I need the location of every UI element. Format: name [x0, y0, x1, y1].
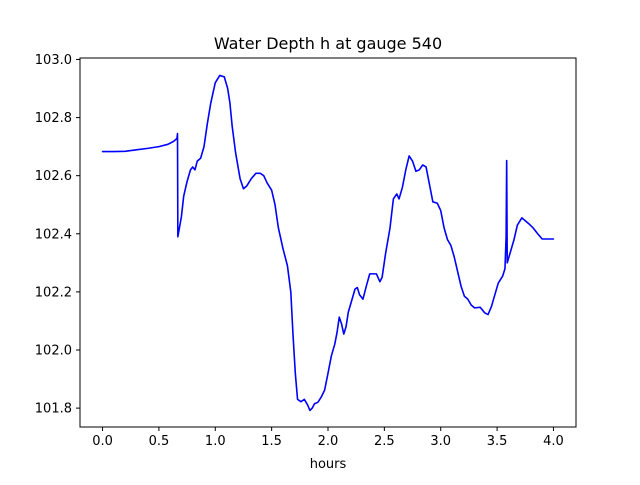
x-tick-label: 0.5 — [149, 434, 170, 449]
y-tick-label: 102.8 — [35, 111, 72, 126]
series-layer — [101, 74, 555, 412]
x-tick-label: 4.0 — [543, 434, 564, 449]
x-tick-label: 1.5 — [261, 434, 282, 449]
x-tick-label: 3.5 — [487, 434, 508, 449]
x-tick-label: 2.0 — [318, 434, 339, 449]
y-tick-label: 101.8 — [35, 402, 72, 417]
x-tick-label: 0.0 — [92, 434, 113, 449]
x-tick-label: 1.0 — [205, 434, 226, 449]
y-tick-label: 102.2 — [35, 285, 72, 300]
chart-title: Water Depth h at gauge 540 — [214, 34, 442, 53]
y-tick-label: 102.0 — [35, 344, 72, 359]
series-line-0 — [101, 74, 555, 412]
y-tick-label: 102.6 — [35, 169, 72, 184]
y-tick-label: 102.4 — [35, 227, 72, 242]
plot-frame — [79, 57, 577, 428]
x-axis-ticks: 0.0 0.5 1.0 1.5 2.0 2.5 3.0 3.5 4.0 — [92, 427, 564, 449]
x-axis-label: hours — [310, 457, 347, 472]
x-tick-label: 2.5 — [374, 434, 395, 449]
y-tick-label: 103.0 — [35, 53, 72, 68]
y-axis-ticks: 101.8 102.0 102.2 102.4 102.6 102.8 103.0 — [35, 53, 80, 417]
x-tick-label: 3.0 — [430, 434, 451, 449]
